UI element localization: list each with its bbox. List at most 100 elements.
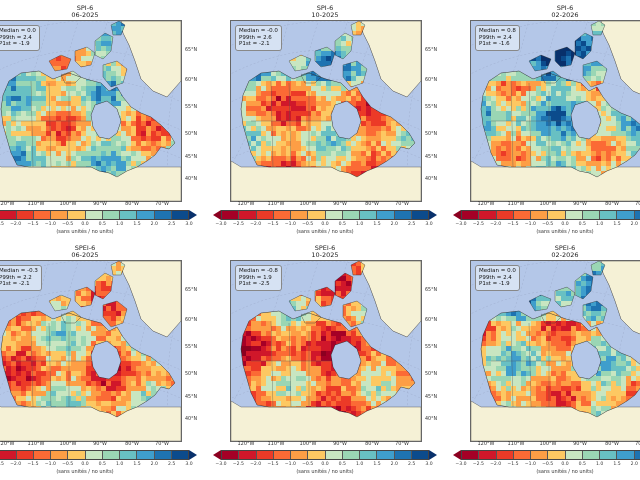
stats-box: Median = 0.0 P99th = 2.4 P1st = -1.9	[0, 25, 40, 51]
longitude-labels: 120°W 110°W 100°W 90°W 80°W 70°W	[230, 441, 420, 449]
colorbar-segment	[394, 451, 412, 459]
lat-label: 40°N	[185, 417, 198, 422]
colorbar-tick: −2.5	[472, 462, 484, 467]
lat-label: 55°N	[425, 345, 438, 350]
colorbar-segment	[565, 211, 583, 219]
panel-period-title: 06-2025	[71, 251, 99, 259]
colorbar-tick: −2.0	[250, 462, 262, 467]
lon-label: 90°W	[93, 441, 107, 447]
colorbar-segment	[548, 211, 566, 219]
lon-label: 80°W	[365, 441, 379, 447]
lat-label: 55°N	[425, 105, 438, 110]
colorbar-ticks: −3.0 −2.5 −2.0 −1.5 −1.0 −0.5 0.0 0.5 1.0 1.5 2.0 2…	[215, 462, 432, 469]
colorbar-segment	[16, 451, 34, 459]
colorbar-tick: 1.0	[356, 462, 364, 467]
colorbar-tick: 3.0	[185, 462, 193, 467]
panel-period-title: 02-2026	[551, 11, 579, 19]
colorbar-segment	[496, 211, 514, 219]
colorbar-segment	[291, 211, 309, 219]
colorbar-tick: 0.5	[98, 222, 106, 227]
colorbar-tick: −2.0	[490, 222, 502, 227]
colorbar-segment	[137, 211, 155, 219]
lon-label: 80°W	[605, 201, 619, 207]
map-area: Median = -0.8 P99th = 1.9 P1st = -2.5	[230, 260, 422, 442]
colorbar-tick: −3.0	[215, 222, 227, 227]
colorbar-tick: −1.5	[267, 222, 279, 227]
stats-box: Median = 0.8 P99th = 2.4 P1st = -1.6	[475, 25, 520, 51]
colorbar-tick: 3.0	[185, 222, 193, 227]
colorbar-segment	[239, 451, 257, 459]
colorbar	[213, 450, 437, 460]
stat-p99: P99th = 1.9	[239, 274, 272, 281]
lon-label: 120°W	[237, 201, 255, 207]
lon-label: 120°W	[237, 441, 255, 447]
colorbar-tick: 3.0	[425, 222, 433, 227]
colorbar-segment	[308, 211, 326, 219]
panel-period-title: 10-2025	[311, 251, 339, 259]
colorbar-segment	[360, 211, 378, 219]
colorbar-ticks: −3.0 −2.5 −2.0 −1.5 −1.0 −0.5 0.0 0.5 1.0 1.5 2.0 2…	[215, 222, 433, 229]
latitude-labels: 65°N 60°N 55°N 50°N 45°N 40°N	[425, 20, 445, 200]
map-panel-spi-6-06-2025: SPI-6 06-2025 Median = 0.0 P99th = 2.4 P…	[0, 0, 205, 240]
stat-p1: P1st = -2.5	[239, 281, 270, 288]
colorbar-segment	[634, 451, 640, 459]
panel-period-title: 10-2025	[311, 11, 339, 19]
colorbar-segment	[377, 211, 395, 219]
lat-label: 55°N	[185, 105, 198, 110]
latitude-labels: 65°N 60°N 55°N 50°N 45°N 40°N	[185, 260, 205, 440]
colorbar-tick: 2.0	[150, 462, 158, 467]
colorbar-tick: 2.0	[390, 462, 398, 467]
lon-label: 90°W	[93, 201, 107, 207]
stat-p1: P1st = -1.6	[479, 41, 510, 48]
colorbar-segment	[68, 211, 86, 219]
stat-p99: P99th = 2.2	[0, 274, 32, 281]
lon-label: 110°W	[507, 441, 525, 447]
map-panel-spei-6-02-2026: SPEI-6 02-2026 Median = 0.0 P99th = 2.4 …	[445, 240, 640, 480]
colorbar-units-label: (sans unités / no units)	[536, 229, 594, 235]
colorbar-tick: −1.0	[524, 222, 536, 227]
colorbar-tick: −1.5	[27, 462, 39, 467]
stat-p1: P1st = -2.1	[0, 281, 30, 288]
colorbar-tick: −0.5	[542, 462, 554, 467]
colorbar-segment	[462, 451, 480, 459]
colorbar-segment	[531, 211, 549, 219]
colorbar-segment	[411, 451, 428, 459]
colorbar-tick: 1.5	[133, 222, 141, 227]
lon-label: 100°W	[59, 441, 77, 447]
colorbar-segment	[342, 451, 360, 459]
colorbar-segment	[256, 451, 274, 459]
stats-box: Median = -0.3 P99th = 2.2 P1st = -2.1	[0, 265, 42, 291]
colorbar-segment	[565, 451, 583, 459]
colorbar-segment	[256, 211, 274, 219]
colorbar-segment	[154, 211, 172, 219]
lon-label: 80°W	[125, 441, 139, 447]
panel-index-title: SPEI-6	[74, 244, 96, 252]
colorbar-tick: −2.5	[0, 222, 4, 227]
colorbar-units-label: (sans unités / no units)	[296, 229, 354, 235]
lon-label: 110°W	[27, 441, 45, 447]
colorbar-segment	[513, 211, 531, 219]
lon-label: 80°W	[125, 201, 139, 207]
colorbar-segment	[531, 451, 549, 459]
colorbar-tick: −1.5	[507, 222, 519, 227]
lon-label: 100°W	[539, 441, 557, 447]
colorbar-tick: 1.5	[373, 462, 381, 467]
colorbar-tick: −1.5	[27, 222, 39, 227]
colorbar-tick: 2.0	[390, 222, 398, 227]
colorbar-segment	[462, 211, 480, 219]
colorbar-tick: 2.5	[408, 462, 416, 467]
colorbar-under-arrow	[213, 450, 221, 460]
colorbar-tick: −3.0	[215, 462, 227, 467]
panel-index-title: SPI-6	[316, 4, 334, 12]
lon-label: 100°W	[299, 441, 317, 447]
colorbar-tick: −1.0	[284, 462, 296, 467]
colorbar-tick: 0.0	[561, 222, 569, 227]
colorbar-tick: −2.0	[490, 462, 502, 467]
lon-label: 90°W	[333, 441, 347, 447]
lon-label: 100°W	[299, 201, 317, 207]
colorbar-tick: 0.0	[321, 222, 329, 227]
stats-box: Median = 0.0 P99th = 2.4 P1st = -1.9	[475, 265, 520, 291]
colorbar-segment	[342, 211, 360, 219]
longitude-labels: 120°W 110°W 100°W 90°W 80°W 70°W	[470, 441, 640, 449]
canada-map	[0, 261, 181, 441]
